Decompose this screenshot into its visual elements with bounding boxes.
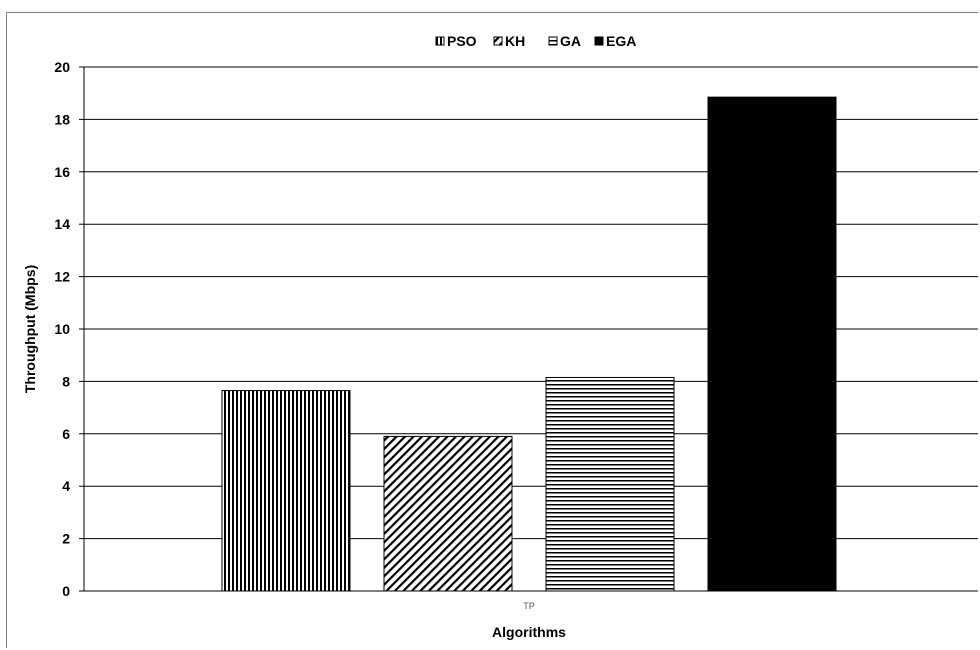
y-tick-labels: 0 2 4 6 8 10 12 14 16 18 20: [54, 59, 70, 599]
bars: [84, 96, 978, 592]
y-tick-label-6: 6: [62, 426, 70, 442]
legend-swatch-ga: [548, 36, 558, 46]
y-tick-label-4: 4: [62, 478, 70, 494]
legend-swatch-ega: [594, 36, 604, 46]
y-tick-label-8: 8: [62, 373, 70, 389]
gridlines: [79, 66, 978, 592]
y-tick-label-20: 20: [54, 59, 70, 75]
bar-ega: [707, 96, 837, 592]
y-tick-label-2: 2: [62, 531, 70, 547]
y-tick-label-16: 16: [54, 164, 70, 180]
legend-label-kh: KH: [505, 33, 525, 49]
legend-label-ega: EGA: [606, 33, 636, 49]
bar-ga: [545, 376, 675, 592]
y-tick-label-14: 14: [54, 216, 70, 232]
x-axis-title: Algorithms: [492, 624, 566, 640]
legend-swatch-pso: [435, 36, 445, 46]
bar-kh: [383, 435, 513, 592]
legend-label-ga: GA: [560, 33, 581, 49]
legend: PSO KH GA EGA: [435, 33, 636, 49]
chart-frame: [6, 12, 978, 648]
legend-swatch-kh: [493, 36, 503, 46]
bar-pso: [221, 390, 351, 592]
y-tick-label-12: 12: [54, 269, 70, 285]
x-category-label: TP: [523, 601, 535, 611]
y-tick-label-0: 0: [62, 583, 70, 599]
y-axis-title: Throughput (Mbps): [22, 265, 38, 393]
y-tick-label-18: 18: [54, 111, 70, 127]
legend-label-pso: PSO: [447, 33, 477, 49]
y-tick-label-10: 10: [54, 321, 70, 337]
